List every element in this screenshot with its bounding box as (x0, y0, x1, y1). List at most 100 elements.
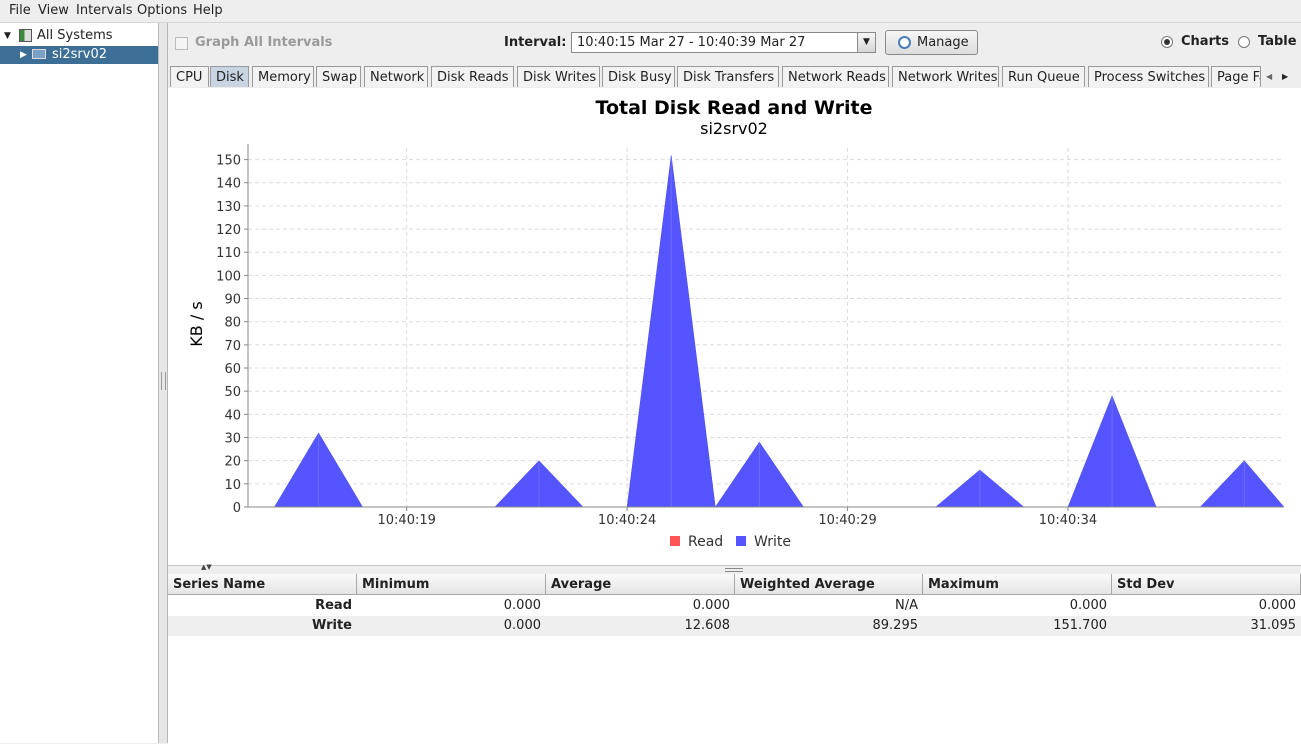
tab-disk-reads[interactable]: Disk Reads (431, 66, 514, 87)
toolbar: Graph All Intervals Interval: 10:40:15 M… (168, 23, 1301, 65)
tab-network-reads[interactable]: Network Reads (782, 66, 889, 87)
tree-item-si2srv02[interactable]: ▶ si2srv02 (0, 46, 158, 64)
x-tick-label: 10:40:24 (598, 513, 656, 528)
manage-label: Manage (917, 35, 969, 50)
row-write-avg: 12.608 (684, 618, 731, 633)
y-tick-label: 0 (233, 501, 241, 516)
legend-write-label: Write (754, 534, 791, 550)
y-tick-label: 120 (216, 223, 241, 238)
graph-all-checkbox[interactable] (175, 37, 188, 50)
system-tree: ▼ All Systems ▶ si2srv02 (0, 23, 159, 743)
row-write-max: 151.700 (1053, 618, 1107, 633)
tab-run-queue[interactable]: Run Queue (1002, 66, 1085, 87)
stats-table: Series Name Minimum Average Weighted Ave… (168, 574, 1301, 744)
vertical-splitter[interactable] (159, 23, 168, 743)
chart-tabs: CPU Disk Memory Swap Network Disk Reads … (168, 65, 1301, 89)
y-tick-label: 50 (224, 385, 241, 400)
y-tick-label: 60 (224, 362, 241, 377)
tree-item-label: si2srv02 (52, 47, 108, 62)
collapse-arrows-icon[interactable]: ▲▼ (201, 563, 212, 571)
menu-file[interactable]: File (9, 3, 31, 18)
col-std-dev[interactable]: Std Dev (1112, 574, 1301, 595)
legend-write-swatch (736, 536, 746, 546)
expand-right-icon[interactable]: ▶ (20, 50, 27, 60)
y-tick-label: 110 (216, 246, 241, 261)
legend-read-label: Read (688, 534, 723, 550)
chevron-right-icon[interactable]: ▶ (1282, 72, 1289, 81)
tab-disk-writes[interactable]: Disk Writes (517, 66, 600, 87)
tab-disk-busy[interactable]: Disk Busy (602, 66, 675, 87)
interval-value: 10:40:15 Mar 27 - 10:40:39 Mar 27 (577, 35, 806, 50)
row-write-min: 0.000 (503, 618, 541, 633)
tab-network-writes[interactable]: Network Writes (892, 66, 999, 87)
disk-chart: Total Disk Read and Write si2srv02 KB / … (187, 97, 1285, 550)
clock-icon (898, 36, 911, 49)
table-label: Table (1258, 34, 1297, 49)
y-tick-label: 130 (216, 200, 241, 215)
x-tick-label: 10:40:34 (1039, 513, 1097, 528)
table-row[interactable]: Read 0.000 0.000 N/A 0.000 0.000 (168, 596, 1301, 616)
y-tick-label: 140 (216, 177, 241, 192)
splitter-handle-icon[interactable] (725, 568, 743, 572)
chart-panel: Total Disk Read and Write si2srv02 KB / … (168, 88, 1301, 565)
row-read-std: 0.000 (1258, 598, 1296, 613)
charts-label: Charts (1181, 34, 1229, 49)
col-maximum[interactable]: Maximum (923, 574, 1112, 595)
row-read-wavg: N/A (895, 598, 918, 613)
col-weighted-average[interactable]: Weighted Average (735, 574, 923, 595)
y-tick-label: 10 (224, 478, 241, 493)
tab-disk-transfers[interactable]: Disk Transfers (677, 66, 779, 87)
expand-down-icon[interactable]: ▼ (4, 31, 11, 41)
monitor-icon (32, 49, 46, 59)
tab-cpu[interactable]: CPU (170, 66, 209, 87)
x-tick-label: 10:40:19 (378, 513, 436, 528)
manage-button[interactable]: Manage (885, 30, 978, 55)
y-axis-label: KB / s (187, 301, 206, 346)
col-series-name[interactable]: Series Name (168, 574, 357, 595)
row-read-name: Read (315, 598, 352, 613)
menu-options[interactable]: Options (137, 3, 188, 18)
tab-disk[interactable]: Disk (210, 66, 249, 87)
chevron-left-icon[interactable]: ◀ (1266, 72, 1273, 81)
y-tick-label: 40 (224, 408, 241, 423)
y-tick-label: 30 (224, 432, 241, 447)
y-tick-label: 70 (224, 339, 241, 354)
tab-process-switches[interactable]: Process Switches (1088, 66, 1209, 87)
interval-select[interactable]: 10:40:15 Mar 27 - 10:40:39 Mar 27 ▼ (571, 32, 876, 53)
menu-intervals[interactable]: Intervals (76, 3, 133, 18)
tab-page-faults[interactable]: Page Fa (1211, 66, 1261, 87)
y-tick-label: 150 (216, 154, 241, 169)
col-minimum[interactable]: Minimum (357, 574, 546, 595)
tab-swap[interactable]: Swap (316, 66, 361, 87)
table-radio[interactable] (1238, 36, 1250, 48)
chart-title: Total Disk Read and Write (596, 97, 873, 119)
y-tick-label: 90 (224, 293, 241, 308)
legend-read-swatch (670, 536, 680, 546)
chart-subtitle: si2srv02 (700, 119, 768, 138)
chevron-down-icon[interactable]: ▼ (857, 33, 875, 52)
y-tick-label: 100 (216, 269, 241, 284)
row-write-std: 31.095 (1250, 618, 1297, 633)
menu-bar: File View Intervals Options Help (0, 0, 1301, 23)
col-average[interactable]: Average (546, 574, 735, 595)
y-tick-label: 20 (224, 455, 241, 470)
tab-network[interactable]: Network (364, 66, 428, 87)
row-read-max: 0.000 (1069, 598, 1107, 613)
y-tick-label: 80 (224, 316, 241, 331)
tab-memory[interactable]: Memory (252, 66, 314, 87)
row-read-avg: 0.000 (692, 598, 730, 613)
menu-help[interactable]: Help (193, 3, 223, 18)
splitter-grip-icon[interactable] (161, 372, 166, 390)
interval-label: Interval: (504, 35, 567, 50)
graph-all-label: Graph All Intervals (195, 35, 333, 50)
series-write-area (248, 155, 1285, 508)
table-row[interactable]: Write 0.000 12.608 89.295 151.700 31.095 (168, 616, 1301, 636)
systems-folder-icon (19, 29, 32, 42)
row-write-name: Write (311, 618, 352, 633)
charts-radio[interactable] (1161, 36, 1173, 48)
row-read-min: 0.000 (503, 598, 541, 613)
menu-view[interactable]: View (38, 3, 69, 18)
x-tick-label: 10:40:29 (818, 513, 876, 528)
row-write-wavg: 89.295 (872, 618, 919, 633)
tree-root-label: All Systems (37, 28, 113, 43)
